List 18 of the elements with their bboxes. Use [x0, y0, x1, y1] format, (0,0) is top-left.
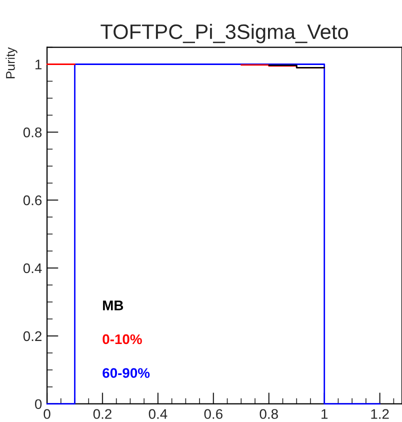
y-tick-label: 1 — [36, 60, 42, 70]
text: 0-10% — [102, 334, 142, 344]
x-tick-label: 0.4 — [148, 409, 168, 419]
y-tick-label: 0.4 — [23, 263, 42, 274]
x-tick-label: 0.8 — [260, 409, 278, 419]
x-tick-label: 1 — [322, 409, 328, 419]
x-tick-label: 0 — [44, 409, 50, 419]
y-tick-label: 0.8 — [23, 128, 42, 138]
y-tick-label: 0.2 — [23, 331, 42, 342]
text: MB — [103, 300, 124, 310]
y-tick-label: 0 — [34, 399, 42, 410]
text: 60-90% — [102, 368, 150, 378]
x-tick-label: 0.2 — [93, 409, 112, 419]
y-tick-label: 0.6 — [23, 195, 42, 206]
x-tick-label: 0.6 — [204, 409, 222, 419]
x-tick-label: 1.2 — [371, 409, 389, 419]
y-axis-title: Purity — [6, 47, 18, 78]
chart-title: TOFTPC_Pi_3Sigma_Veto — [100, 24, 348, 44]
